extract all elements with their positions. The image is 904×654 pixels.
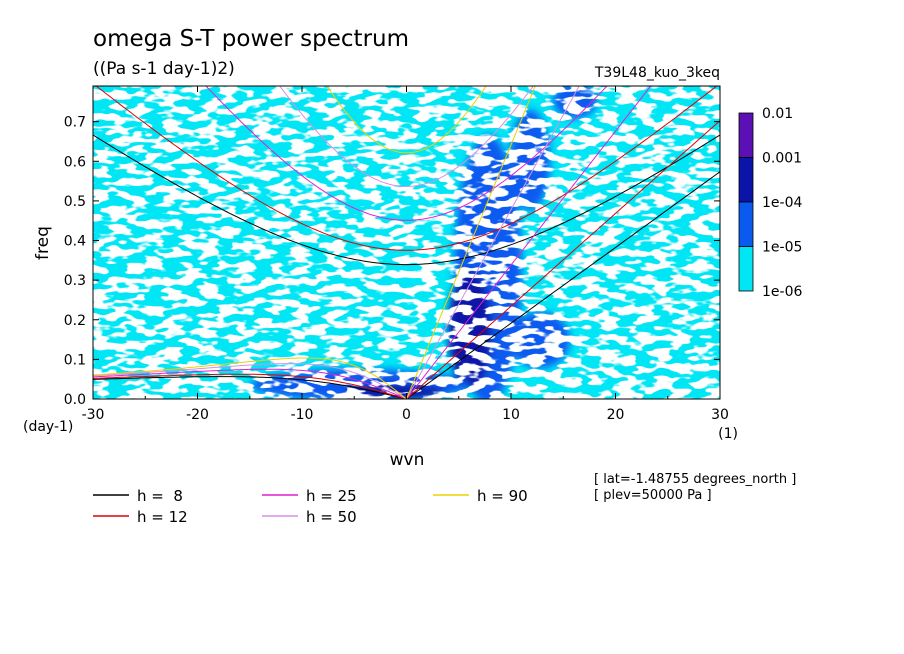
legend-label: h = 50 <box>306 508 357 526</box>
x-tick-label: 0 <box>402 407 411 423</box>
y-tick-label: 0.3 <box>64 273 86 289</box>
rossby-curve <box>93 357 407 399</box>
colorbar-label: 1e-04 <box>762 195 802 211</box>
kelvin-curve <box>406 171 720 399</box>
x-unit-label: (1) <box>718 426 738 442</box>
x-tick-label: -20 <box>186 407 209 423</box>
colorbar-swatch <box>738 201 754 247</box>
y-tick-label: 0.5 <box>64 194 86 210</box>
y-tick-label: 0.6 <box>64 154 86 170</box>
info-plev: [ plev=50000 Pa ] <box>594 488 712 503</box>
colorbar-label: 1e-06 <box>762 284 802 300</box>
colorbar-swatch <box>738 246 754 292</box>
y-tick-label: 0.4 <box>64 234 86 250</box>
info-lat: [ lat=-1.48755 degrees_north ] <box>594 472 796 487</box>
legend-label: h = 90 <box>477 487 528 505</box>
legend: h = 8 h = 12 h = 25 h = 50 h = 90 <box>93 487 528 526</box>
colorbar-swatch <box>738 112 754 158</box>
kelvin-curve <box>406 120 720 399</box>
colorbar-label: 0.01 <box>762 106 793 122</box>
kelvin-curve <box>406 86 580 399</box>
y-tick-label: 0.1 <box>64 352 86 368</box>
dispersion-curves <box>93 86 720 399</box>
rossby-curve <box>93 373 407 399</box>
x-tick-label: -10 <box>291 407 314 423</box>
colorbar-label: 1e-05 <box>762 240 802 256</box>
legend-label: h = 25 <box>306 487 357 505</box>
colorbar: 0.01 0.001 1e-04 1e-05 1e-06 <box>738 106 802 300</box>
gravity-curve <box>326 86 487 154</box>
gravity-curve <box>205 86 608 221</box>
y-axis-label: freq <box>33 226 53 260</box>
x-axis: -30 -20 -10 0 10 20 30 <box>82 86 729 423</box>
colorbar-label: 0.001 <box>762 151 802 167</box>
rossby-curve <box>93 376 407 399</box>
y-axis: 0.0 0.1 0.2 0.3 0.4 0.5 0.6 0.7 <box>64 115 720 408</box>
x-axis-label: wvn <box>390 450 425 470</box>
y-unit-label: (day-1) <box>23 419 73 435</box>
kelvin-curve <box>406 86 536 399</box>
chart-title: omega S-T power spectrum <box>93 26 409 52</box>
y-tick-label: 0.2 <box>64 313 86 329</box>
x-tick-label: 10 <box>502 407 520 423</box>
gravity-curve <box>93 134 720 266</box>
rossby-curve <box>93 368 407 399</box>
legend-label: h = 12 <box>137 508 188 526</box>
y-tick-label: 0.7 <box>64 115 86 131</box>
kelvin-curve <box>406 86 652 399</box>
chart-subtitle: ((Pa s-1 day-1)2) <box>93 59 235 79</box>
x-tick-label: 30 <box>711 407 729 423</box>
colorbar-swatch <box>738 157 754 203</box>
rossby-curve <box>93 363 407 399</box>
x-tick-label: -30 <box>82 407 105 423</box>
run-label: T39L48_kuo_3keq <box>594 65 720 81</box>
gravity-curve <box>95 86 718 251</box>
legend-label: h = 8 <box>137 487 183 505</box>
plot-area: -30 -20 -10 0 10 20 30 0.00.10.20.30.40.50.60.… <box>64 85 729 423</box>
gravity-curve <box>279 86 534 188</box>
low-power-gaps <box>93 86 720 399</box>
y-tick-label: 0.0 <box>64 392 86 408</box>
x-tick-label: 20 <box>607 407 625 423</box>
